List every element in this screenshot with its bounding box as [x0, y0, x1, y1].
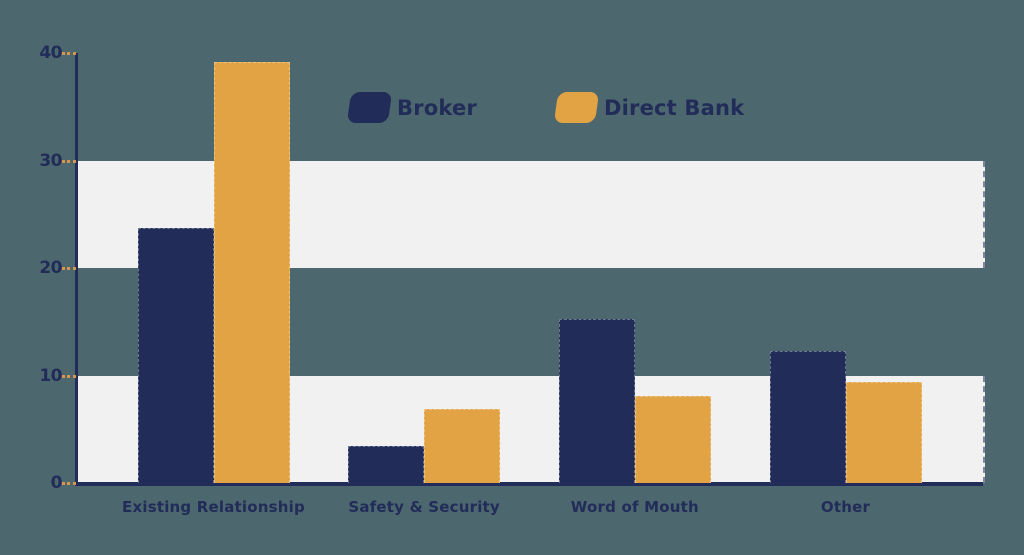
bar-broker-existing-relationship: [137, 228, 214, 483]
y-axis-tick-mark: [62, 267, 76, 270]
x-axis-category-label: Word of Mouth: [570, 498, 699, 516]
y-axis-tick-label: 40: [39, 43, 62, 63]
bar-broker-other: [769, 350, 846, 483]
y-axis-tick-mark: [62, 159, 76, 163]
bar-direct-bank-other: [845, 381, 922, 483]
bar-direct-bank-existing-relationship: [213, 61, 290, 483]
legend-item-broker: Broker: [346, 91, 477, 124]
legend-label-broker: Broker: [397, 95, 477, 120]
y-axis-tick-mark: [62, 374, 76, 378]
y-axis-line: [75, 53, 78, 486]
x-axis-category-label: Safety & Security: [348, 498, 500, 516]
bar-broker-safety-security: [348, 446, 425, 483]
legend-swatch-broker-icon: [346, 92, 393, 123]
x-axis-category-label: Existing Relationship: [122, 498, 305, 516]
y-axis-tick-mark: [62, 482, 76, 485]
y-axis-tick-label: 20: [39, 258, 62, 278]
x-axis-line: [75, 482, 983, 486]
x-axis-category-label: Other: [820, 498, 871, 516]
y-axis-tick-mark: [62, 52, 76, 55]
bar-direct-bank-word-of-mouth: [634, 395, 711, 483]
legend-swatch-direct-bank-icon: [553, 92, 600, 123]
bar-direct-bank-safety-security: [424, 408, 501, 483]
legend-label-direct-bank: Direct Bank: [604, 95, 745, 120]
legend-item-direct-bank: Direct Bank: [553, 91, 745, 124]
y-axis-tick-label: 30: [39, 150, 62, 171]
y-axis-tick-label: 0: [50, 473, 63, 493]
y-axis-tick-label: 10: [39, 365, 62, 386]
bar-broker-word-of-mouth: [558, 318, 635, 483]
